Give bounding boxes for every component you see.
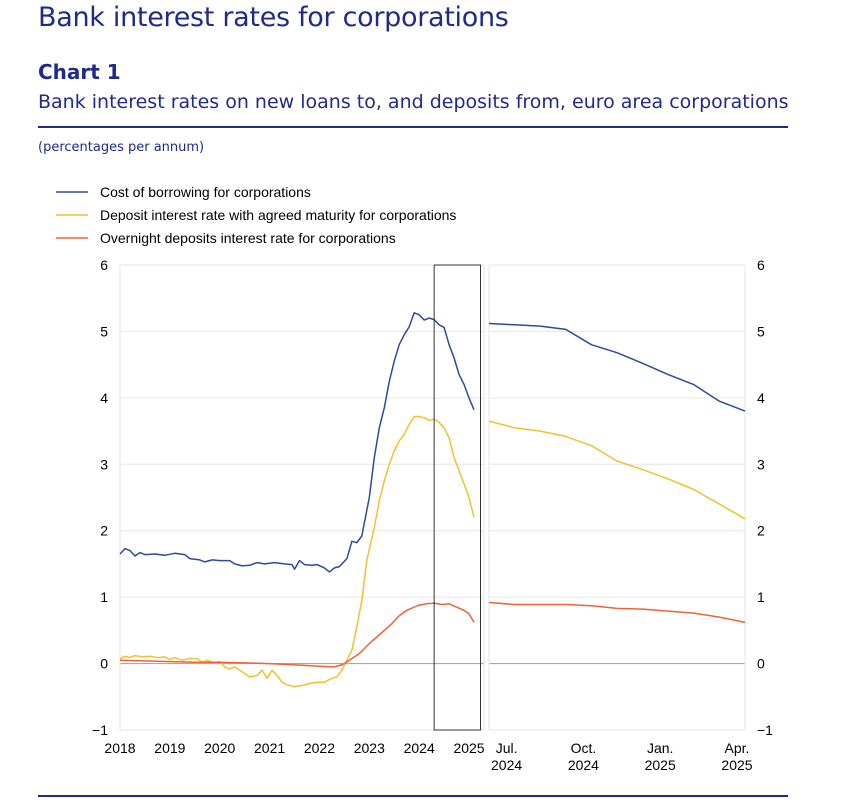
x-tick-label-right-year: 2025 [721,757,752,773]
x-tick-label-left: 2021 [254,740,285,756]
x-tick-label-right-month: Jan. [647,740,673,756]
x-tick-label-left: 2019 [154,740,185,756]
x-tick-label-left: 2018 [104,740,135,756]
x-tick-label-right-year: 2025 [645,757,676,773]
x-tick-label-left: 2025 [453,740,484,756]
y-tick-label-left: −1 [92,722,108,738]
y-tick-label-right: 3 [757,456,765,472]
chart-label: Chart 1 [38,60,121,84]
y-tick-label-left: 6 [100,257,108,273]
x-tick-label-left: 2023 [354,740,385,756]
series-line-left-2 [119,415,475,688]
y-tick-label-left: 5 [100,323,108,339]
series-line-right-2 [488,420,746,520]
y-tick-label-left: 3 [100,456,108,472]
unit-note: (percentages per annum) [38,140,205,155]
x-tick-label-right-month: Apr. [725,740,750,756]
y-tick-label-right: −1 [757,722,773,738]
x-tick-label-right-month: Oct. [571,740,597,756]
series-line-left-3 [119,602,475,668]
x-tick-label-left: 2020 [204,740,235,756]
y-tick-label-left: 0 [100,656,108,672]
top-divider [38,126,788,128]
bottom-divider [38,795,788,797]
y-tick-label-right: 1 [757,589,765,605]
page-title: Bank interest rates for corporations [38,2,509,33]
x-tick-label-right-year: 2024 [568,757,599,773]
series-line-right-1 [488,322,746,412]
y-tick-label-left: 4 [100,390,108,406]
x-tick-label-left: 2022 [304,740,335,756]
legend-label-3: Overnight deposits interest rate for cor… [100,230,396,246]
series-line-left-1 [119,312,475,573]
x-tick-label-left: 2024 [404,740,435,756]
y-tick-label-right: 0 [757,656,765,672]
legend-label-2: Deposit interest rate with agreed maturi… [100,207,456,223]
chart-subtitle: Bank interest rates on new loans to, and… [38,91,789,113]
y-tick-label-right: 6 [757,257,765,273]
y-tick-label-right: 4 [757,390,765,406]
highlight-box [433,264,482,731]
series-line-right-3 [488,601,746,624]
y-tick-label-right: 2 [757,523,765,539]
y-tick-label-left: 1 [100,589,108,605]
legend-label-1: Cost of borrowing for corporations [100,184,311,200]
y-tick-label-left: 2 [100,523,108,539]
x-tick-label-right-month: Jul. [496,740,518,756]
y-tick-label-right: 5 [757,323,765,339]
x-tick-label-right-year: 2024 [491,757,522,773]
